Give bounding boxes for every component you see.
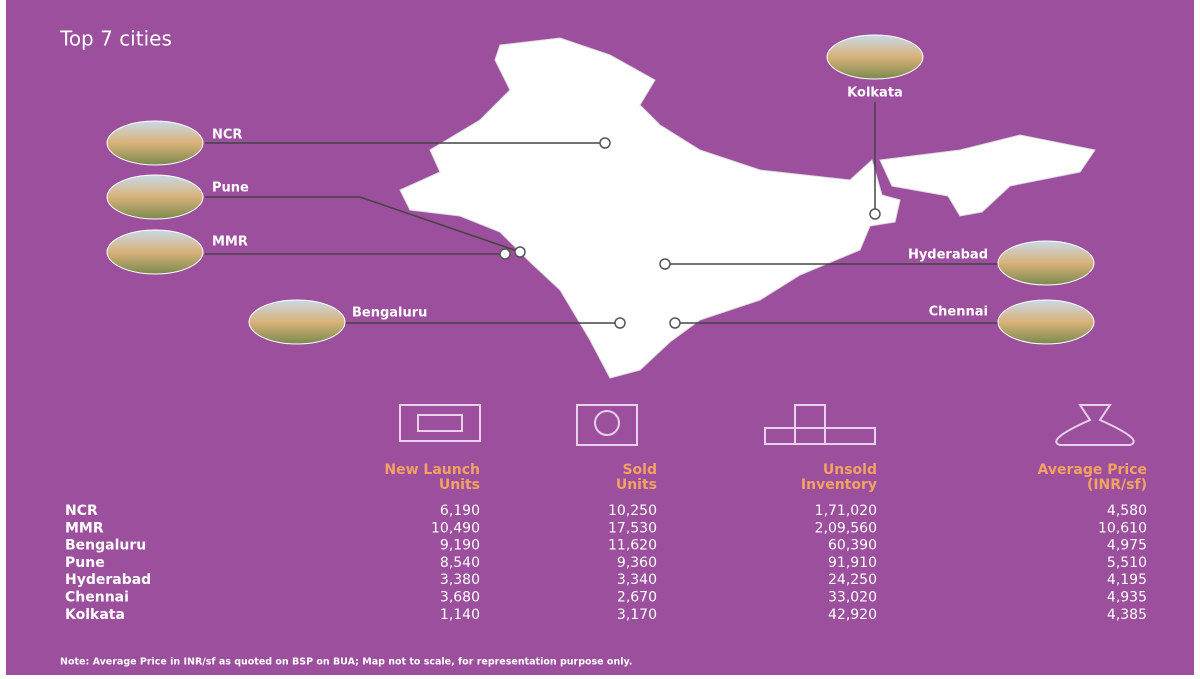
row-label: Bengaluru [65, 538, 146, 554]
table-cell: 6,190 [440, 503, 480, 519]
city-dot [614, 317, 626, 329]
table-cell: 4,975 [1107, 538, 1147, 554]
city-label: Hyderabad [908, 248, 988, 263]
city-dot [869, 208, 881, 220]
city-dot [659, 258, 671, 270]
city-label: Chennai [929, 305, 988, 320]
row-label: MMR [65, 520, 104, 536]
column-header: Unsold [823, 462, 877, 478]
table-cell: 1,140 [440, 607, 480, 623]
table-cell: 24,250 [828, 572, 877, 588]
row-label: NCR [65, 503, 98, 519]
city-label: Pune [212, 181, 249, 196]
table-cell: 60,390 [828, 538, 877, 554]
city-photo [106, 229, 204, 275]
table-cell: 8,540 [440, 555, 480, 571]
india-map [399, 37, 1096, 379]
column-header: Units [439, 477, 480, 493]
column-header: Inventory [801, 477, 877, 493]
table-cell: 3,680 [440, 590, 480, 606]
city-photo [106, 174, 204, 220]
table-cell: 3,380 [440, 572, 480, 588]
table-cell: 9,190 [440, 538, 480, 554]
city-label: Bengaluru [352, 306, 427, 321]
city-dot [669, 317, 681, 329]
city-dot [514, 246, 526, 258]
city-label: NCR [212, 128, 242, 143]
city-photo [106, 120, 204, 166]
column-header: Sold [622, 462, 657, 478]
column-header: New Launch [384, 462, 480, 478]
table-cell: 9,360 [617, 555, 657, 571]
city-label: Kolkata [847, 86, 903, 101]
row-label: Hyderabad [65, 572, 151, 588]
callout-line [205, 196, 521, 253]
table-cell: 1,71,020 [815, 503, 877, 519]
city-photo [826, 34, 924, 80]
table-cell: 17,530 [608, 520, 657, 536]
table-cell: 10,610 [1098, 520, 1147, 536]
column-header: Average Price [1038, 462, 1147, 478]
city-dot [499, 248, 511, 260]
city-label: MMR [212, 235, 248, 250]
table-cell: 4,195 [1107, 572, 1147, 588]
table-cell: 3,170 [617, 607, 657, 623]
table-cell: 4,385 [1107, 607, 1147, 623]
city-photo [248, 299, 346, 345]
row-label: Pune [65, 555, 105, 571]
table-cell: 33,020 [828, 590, 877, 606]
note: Note: Average Price in INR/sf as quoted … [60, 657, 632, 668]
table-cell: 3,340 [617, 572, 657, 588]
table-cell: 10,250 [608, 503, 657, 519]
table-cell: 4,580 [1107, 503, 1147, 519]
table-cell: 5,510 [1107, 555, 1147, 571]
city-photo [997, 299, 1095, 345]
row-label: Chennai [65, 590, 129, 606]
table-cell: 2,09,560 [815, 520, 877, 536]
city-dot [599, 137, 611, 149]
row-label: Kolkata [65, 607, 125, 623]
table-cell: 11,620 [608, 538, 657, 554]
table-cell: 91,910 [828, 555, 877, 571]
title: Top 7 cities [59, 27, 172, 51]
table-cell: 2,670 [617, 590, 657, 606]
table-cell: 42,920 [828, 607, 877, 623]
table-cell: 10,490 [431, 520, 480, 536]
icons [399, 404, 1135, 446]
column-header: Units [616, 477, 657, 493]
city-photo [997, 240, 1095, 286]
table-cell: 4,935 [1107, 590, 1147, 606]
column-header: (INR/sf) [1087, 477, 1147, 493]
